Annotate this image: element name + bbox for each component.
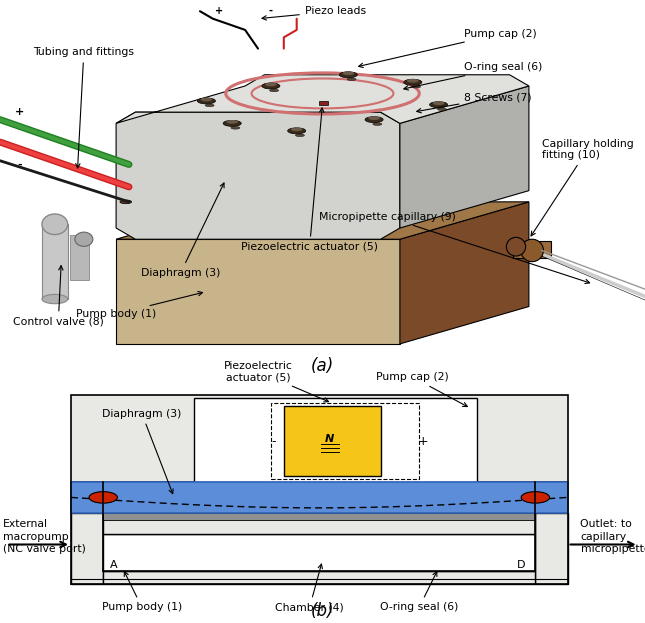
Ellipse shape bbox=[231, 126, 240, 129]
Ellipse shape bbox=[270, 89, 279, 92]
Polygon shape bbox=[116, 112, 400, 239]
Text: Diaphragm (3): Diaphragm (3) bbox=[141, 183, 224, 278]
Ellipse shape bbox=[412, 85, 421, 88]
Ellipse shape bbox=[404, 79, 422, 85]
Bar bbox=[535, 513, 568, 584]
Bar bbox=[513, 241, 551, 258]
Polygon shape bbox=[116, 202, 529, 239]
Ellipse shape bbox=[430, 102, 448, 108]
Ellipse shape bbox=[506, 237, 526, 256]
Ellipse shape bbox=[42, 214, 68, 234]
Ellipse shape bbox=[288, 128, 306, 134]
Text: N: N bbox=[324, 434, 333, 444]
Text: A: A bbox=[110, 561, 117, 571]
Ellipse shape bbox=[201, 98, 212, 102]
Bar bbox=[70, 235, 89, 280]
Circle shape bbox=[521, 492, 550, 503]
Ellipse shape bbox=[339, 72, 357, 78]
Ellipse shape bbox=[291, 128, 303, 131]
Bar bbox=[103, 571, 535, 584]
Ellipse shape bbox=[120, 200, 132, 204]
Text: +: + bbox=[417, 435, 428, 448]
Ellipse shape bbox=[342, 72, 354, 75]
Text: Piezo leads: Piezo leads bbox=[262, 6, 366, 20]
Ellipse shape bbox=[521, 239, 543, 262]
Text: Piezoelectric
actuator (5): Piezoelectric actuator (5) bbox=[224, 361, 328, 402]
Text: +: + bbox=[15, 107, 24, 117]
Text: +: + bbox=[215, 6, 223, 16]
Bar bbox=[103, 513, 535, 534]
Ellipse shape bbox=[347, 78, 356, 80]
Bar bbox=[284, 406, 381, 477]
Bar bbox=[271, 403, 419, 479]
Ellipse shape bbox=[437, 108, 446, 110]
FancyBboxPatch shape bbox=[319, 101, 328, 105]
Text: Outlet: to
capillary
micropipette: Outlet: to capillary micropipette bbox=[580, 519, 645, 554]
Polygon shape bbox=[400, 86, 529, 228]
Text: Tubing and fittings: Tubing and fittings bbox=[34, 47, 134, 168]
Ellipse shape bbox=[433, 102, 444, 105]
Ellipse shape bbox=[407, 79, 419, 83]
Ellipse shape bbox=[223, 120, 241, 126]
Bar bbox=[71, 513, 103, 584]
Ellipse shape bbox=[365, 117, 383, 123]
Ellipse shape bbox=[262, 83, 280, 89]
Ellipse shape bbox=[75, 232, 93, 246]
Text: Piezoelectric actuator (5): Piezoelectric actuator (5) bbox=[241, 108, 378, 252]
Bar bbox=[71, 482, 568, 513]
Text: Diaphragm (3): Diaphragm (3) bbox=[102, 409, 182, 493]
Text: External
macropump
(NC valve port): External macropump (NC valve port) bbox=[3, 519, 86, 554]
Text: (b): (b) bbox=[311, 602, 334, 621]
Text: Pump body (1): Pump body (1) bbox=[102, 572, 182, 612]
Ellipse shape bbox=[205, 104, 214, 107]
Polygon shape bbox=[400, 202, 529, 344]
Text: (a): (a) bbox=[311, 358, 334, 375]
Text: -: - bbox=[272, 435, 276, 448]
Ellipse shape bbox=[295, 134, 304, 136]
Ellipse shape bbox=[42, 294, 68, 303]
Ellipse shape bbox=[368, 117, 380, 120]
Ellipse shape bbox=[373, 123, 382, 125]
Text: Pump body (1): Pump body (1) bbox=[76, 292, 203, 319]
Text: Chamber (4): Chamber (4) bbox=[275, 564, 344, 612]
Bar bbox=[71, 396, 568, 482]
Ellipse shape bbox=[197, 98, 215, 104]
Text: Control valve (8): Control valve (8) bbox=[13, 265, 104, 326]
Text: -: - bbox=[269, 6, 273, 16]
Bar bbox=[42, 224, 68, 299]
Polygon shape bbox=[116, 239, 400, 344]
Text: -: - bbox=[17, 159, 22, 169]
Ellipse shape bbox=[265, 83, 277, 87]
Text: Micropipette capillary (9): Micropipette capillary (9) bbox=[319, 212, 590, 283]
Bar bbox=[194, 398, 477, 482]
Text: Pump cap (2): Pump cap (2) bbox=[377, 373, 468, 407]
Text: 8 Screws (7): 8 Screws (7) bbox=[417, 92, 532, 113]
Bar bbox=[103, 534, 535, 571]
Text: Pump cap (2): Pump cap (2) bbox=[359, 29, 537, 67]
Bar bbox=[103, 513, 535, 520]
Polygon shape bbox=[116, 75, 529, 123]
Ellipse shape bbox=[226, 120, 238, 124]
Circle shape bbox=[89, 492, 117, 503]
Text: Capillary holding
fitting (10): Capillary holding fitting (10) bbox=[531, 139, 633, 236]
Text: O-ring seal (6): O-ring seal (6) bbox=[404, 62, 543, 90]
Text: D: D bbox=[517, 561, 526, 571]
Text: O-ring seal (6): O-ring seal (6) bbox=[380, 572, 459, 612]
